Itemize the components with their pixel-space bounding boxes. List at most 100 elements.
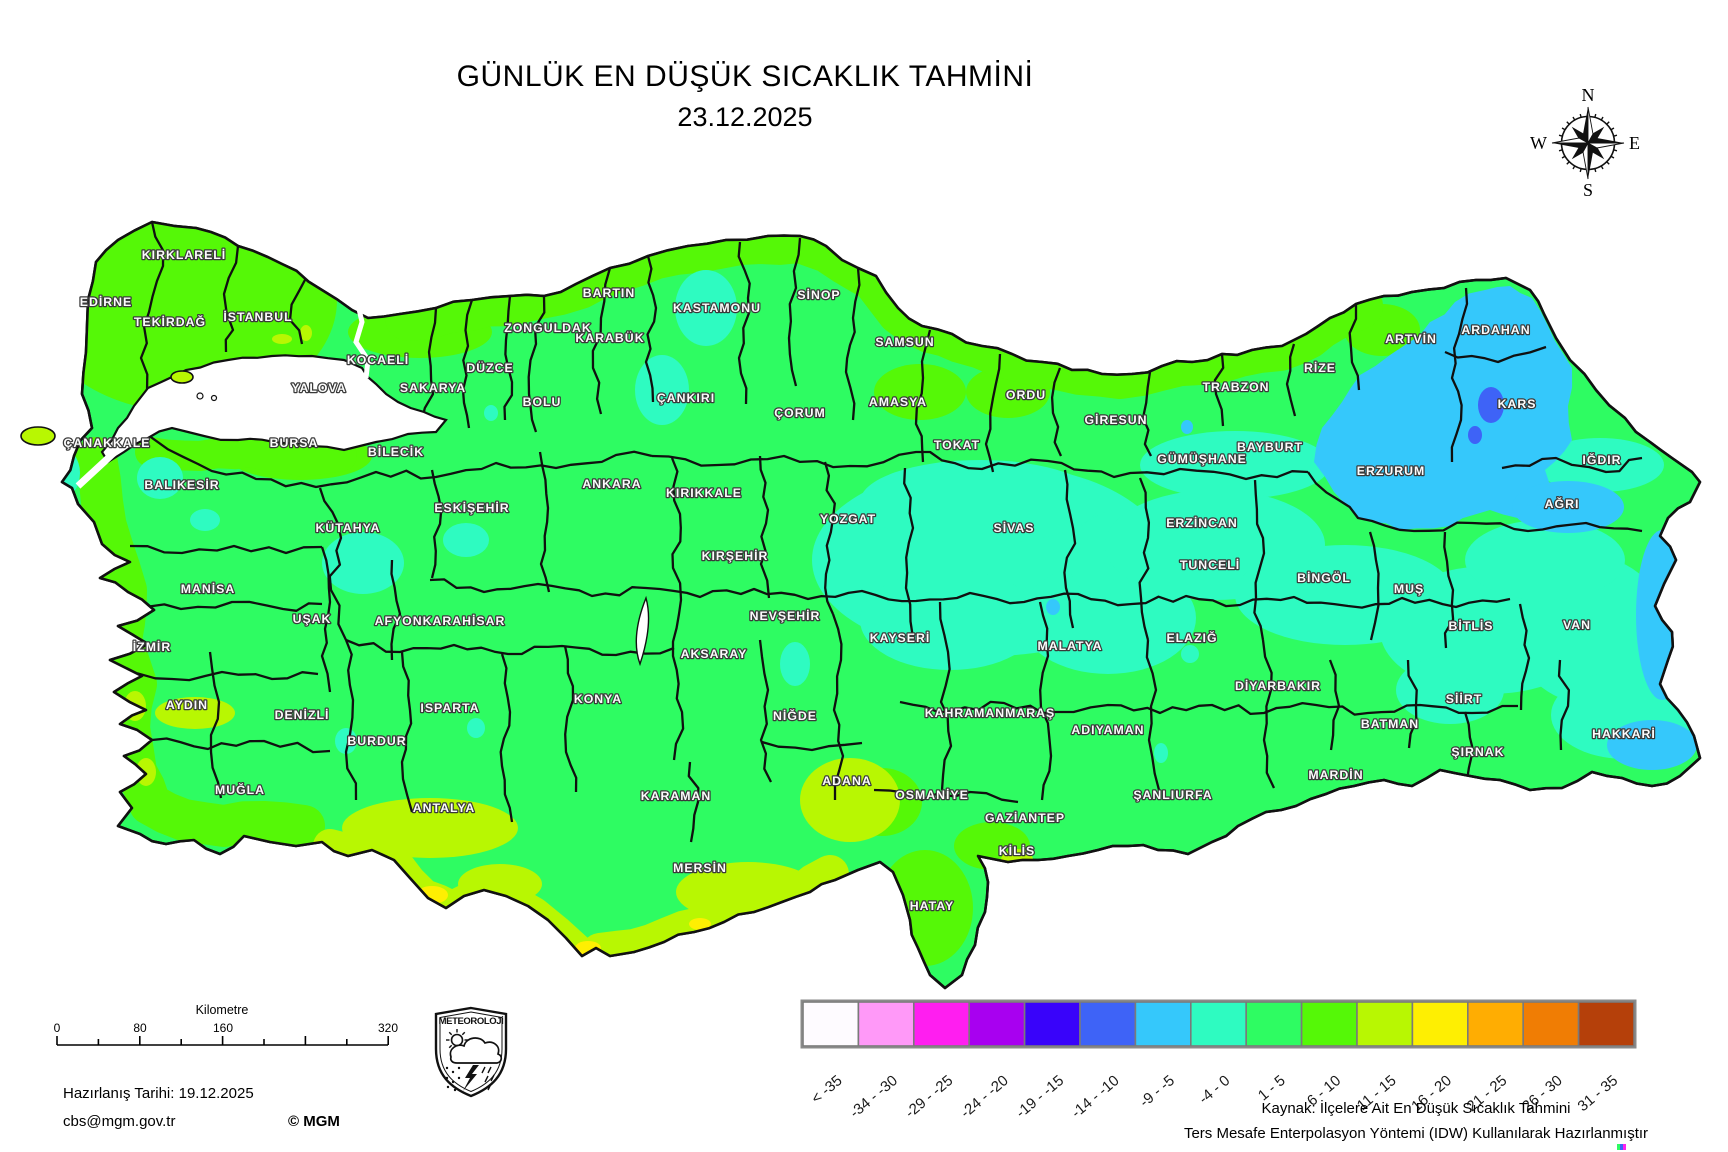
province-label: TUNCELİ — [1180, 557, 1240, 572]
province-label: IĞDIR — [1582, 452, 1621, 467]
province-label: AKSARAY — [681, 647, 748, 661]
province-label: MERSİN — [673, 860, 727, 875]
province-label: BATMAN — [1361, 717, 1419, 731]
compass-rose-icon: N S W E — [1530, 85, 1640, 200]
source-line-1: Kaynak: İlçelere Ait En Düşük Sıcaklık T… — [1261, 1100, 1571, 1117]
province-label: KASTAMONU — [673, 301, 761, 315]
province-label: HATAY — [910, 899, 954, 913]
province-label: AYDIN — [166, 698, 208, 712]
province-label: DİYARBAKIR — [1235, 678, 1321, 693]
province-label: BARTIN — [583, 286, 635, 300]
province-label: ERZURUM — [1357, 464, 1425, 478]
contact-email: cbs@mgm.gov.tr — [63, 1113, 176, 1130]
province-label: TRABZON — [1202, 380, 1269, 394]
legend-swatch — [802, 1001, 860, 1047]
province-label: İSTANBUL — [223, 309, 292, 324]
legend-swatch — [1079, 1001, 1137, 1047]
compass-letter-e: E — [1629, 133, 1640, 153]
province-label: KÜTAHYA — [315, 520, 380, 535]
province-label: BAYBURT — [1237, 440, 1303, 454]
province-label: SAMSUN — [875, 335, 934, 349]
province-label: MARDİN — [1308, 767, 1363, 782]
province-label: BİTLİS — [1449, 618, 1494, 633]
province-label: EDİRNE — [80, 294, 132, 309]
bosphorus-strait — [353, 295, 371, 379]
province-label: YOZGAT — [820, 512, 876, 526]
province-label: OSMANİYE — [895, 787, 969, 802]
province-label: NEVŞEHİR — [750, 608, 821, 623]
province-label: BURDUR — [347, 734, 406, 748]
province-label: DÜZCE — [466, 360, 513, 375]
province-label: ADANA — [822, 774, 871, 788]
scale-number: 0 — [54, 1021, 61, 1035]
province-label: KARAMAN — [641, 789, 712, 803]
province-label: ZONGULDAK — [504, 321, 592, 335]
province-label: MUĞLA — [215, 782, 265, 797]
legend-swatch — [1356, 1001, 1414, 1047]
legend-swatch — [1300, 1001, 1358, 1047]
province-label: ANTALYA — [413, 801, 476, 815]
province-label: ŞANLIURFA — [1133, 788, 1212, 802]
province-label: ERZİNCAN — [1166, 515, 1238, 530]
legend-swatch — [912, 1001, 970, 1047]
province-label: GİRESUN — [1084, 412, 1147, 427]
province-label: ARDAHAN — [1461, 323, 1530, 337]
province-label: KIRKLARELİ — [142, 247, 226, 262]
dardanelles-strait — [75, 431, 137, 489]
legend-swatch — [968, 1001, 1026, 1047]
meteoroloji-logo-icon: METEOROLOJİ — [434, 1006, 508, 1098]
province-label: KIRŞEHİR — [702, 548, 769, 563]
province-label: ISPARTA — [420, 701, 479, 715]
province-label: ORDU — [1006, 388, 1046, 402]
source-line-2: Ters Mesafe Enterpolasyon Yöntemi (IDW) … — [1183, 1125, 1649, 1142]
legend-swatch — [1411, 1001, 1469, 1047]
province-label: ELAZIĞ — [1166, 630, 1217, 645]
legend-swatch — [1467, 1001, 1525, 1047]
compass-letter-n: N — [1582, 85, 1595, 105]
legend-tick-label: -9 - -5 — [1136, 1072, 1178, 1111]
province-label: ADIYAMAN — [1071, 723, 1144, 737]
legend-tick-label: -14 - -10 — [1068, 1072, 1122, 1121]
province-label: MANİSA — [181, 581, 236, 596]
province-label: ANKARA — [582, 477, 641, 491]
province-label: BİNGÖL — [1297, 570, 1351, 585]
province-label: KİLİS — [999, 843, 1035, 858]
province-label: SİVAS — [994, 520, 1035, 535]
province-label: SİİRT — [1446, 691, 1482, 706]
legend-swatch — [1134, 1001, 1192, 1047]
province-label: MUŞ — [1394, 582, 1424, 596]
province-label: ŞIRNAK — [1451, 745, 1504, 759]
province-label: SAKARYA — [400, 381, 466, 395]
province-label: DENİZLİ — [275, 707, 330, 722]
province-label: SİNOP — [797, 287, 840, 302]
province-borders — [121, 222, 1643, 843]
province-label: KARS — [1498, 397, 1537, 411]
province-label: ARTVİN — [1385, 331, 1437, 346]
province-label: KAHRAMANMARAŞ — [925, 706, 1056, 720]
province-label: NİĞDE — [773, 708, 817, 723]
legend-tick-label: -24 - -20 — [957, 1072, 1011, 1121]
logo-text: METEOROLOJİ — [439, 1016, 504, 1027]
province-label: AMASYA — [869, 395, 927, 409]
province-label: BOLU — [523, 395, 562, 409]
mini-color-mark-icon — [1617, 1144, 1626, 1150]
province-label: ESKİŞEHİR — [434, 500, 509, 515]
gokceada-island — [20, 426, 56, 446]
legend-swatch — [1577, 1001, 1635, 1047]
province-label: GAZİANTEP — [985, 810, 1065, 825]
province-label: HAKKARİ — [1592, 726, 1656, 741]
province-label: UŞAK — [293, 612, 332, 626]
forecast-date: 23.12.2025 — [677, 102, 813, 132]
province-label: ÇANKIRI — [657, 391, 715, 405]
marmara-island — [170, 370, 194, 384]
province-label: TOKAT — [934, 438, 980, 452]
scale-unit-label: Kilometre — [196, 1003, 249, 1017]
province-label: KIRIKKALE — [666, 486, 742, 500]
province-label: VAN — [1563, 618, 1591, 632]
copyright-label: © MGM — [288, 1113, 340, 1130]
compass-letter-s: S — [1583, 180, 1593, 200]
province-label: BALIKESİR — [144, 477, 219, 492]
scale-number: 320 — [378, 1021, 398, 1035]
